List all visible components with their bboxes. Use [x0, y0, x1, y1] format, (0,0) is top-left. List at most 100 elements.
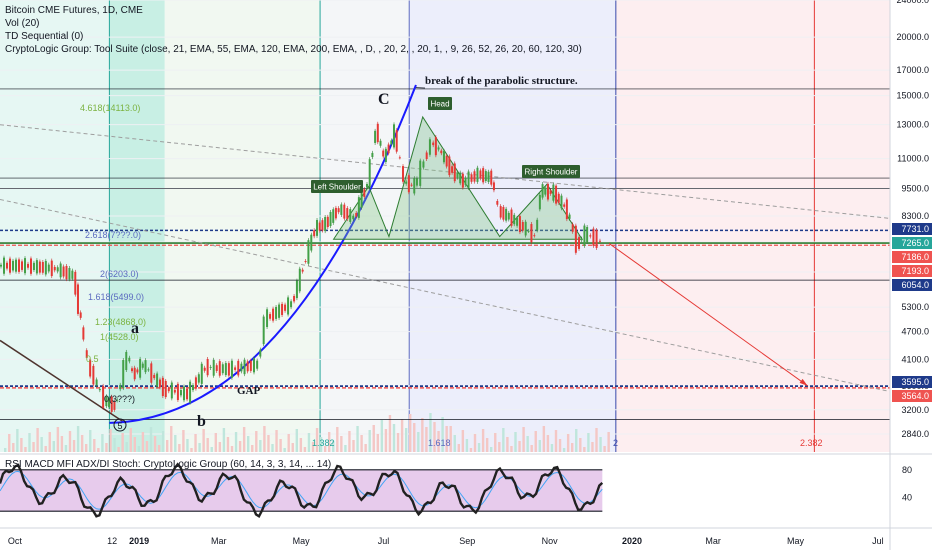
price-tick-label: 17000.0	[896, 65, 929, 75]
volume-bar	[409, 414, 412, 452]
candle-body	[293, 295, 296, 302]
volume-bar	[542, 426, 546, 452]
volume-bar	[226, 437, 230, 452]
price-tick-label: 24000.0	[896, 0, 929, 5]
volume-bar	[60, 436, 64, 452]
candle-body	[230, 360, 233, 378]
candle-body	[538, 194, 541, 210]
volume-bar	[425, 427, 428, 452]
candle-body	[194, 377, 197, 389]
fib-label: 0(3???)	[104, 394, 135, 404]
volume-bar	[591, 442, 594, 452]
time-tick-label: Sep	[459, 536, 475, 546]
indicator-tool-suite: CryptoLogic Group: Tool Suite (close, 21…	[5, 44, 582, 55]
time-band	[409, 0, 616, 452]
candle-body	[290, 301, 293, 308]
volume-bar	[562, 448, 566, 452]
left-shoulder-label: Left Shoulder	[313, 183, 361, 192]
volume-bar	[477, 443, 481, 452]
fib-label: 0.5	[86, 354, 99, 364]
volume-bar	[571, 443, 574, 452]
fib-label: 1.618(5499.0)	[88, 292, 144, 302]
candle-body	[275, 306, 278, 319]
candle-body	[41, 262, 44, 273]
price-tick-label: 5300.0	[901, 302, 929, 312]
price-tag-label: 6054.0	[901, 280, 929, 290]
candle-body	[574, 225, 577, 253]
candle-body	[390, 140, 393, 145]
price-tick-label: 13000.0	[896, 120, 929, 130]
candle-body	[92, 365, 95, 385]
candle-body	[153, 374, 156, 379]
volume-bar	[510, 446, 513, 452]
volume-bar	[145, 441, 149, 452]
candle-body	[170, 382, 173, 399]
fib-label: 2(6203.0)	[100, 269, 139, 279]
candle-body	[505, 208, 508, 221]
candle-body	[580, 238, 583, 241]
fib-label: 4.618(14113.0)	[80, 103, 140, 113]
candle-body	[68, 268, 71, 280]
candle-body	[434, 137, 437, 156]
candle-body	[119, 384, 122, 390]
candle-body	[113, 401, 116, 410]
volume-bar	[271, 444, 274, 452]
candle-body	[298, 268, 301, 292]
candle-body	[533, 235, 536, 237]
volume-bar	[279, 439, 282, 452]
candle-body	[189, 381, 192, 403]
price-tick-label: 11000.0	[897, 154, 929, 164]
candle-body	[467, 171, 470, 188]
candle-body	[586, 226, 589, 243]
volume-bar	[161, 431, 165, 452]
volume-bar	[530, 445, 533, 452]
candle-body	[355, 212, 358, 217]
candle-body	[334, 207, 337, 219]
candle-body	[507, 212, 510, 220]
volume-bar	[76, 426, 80, 452]
candle-body	[513, 214, 516, 225]
volume-bar	[230, 446, 234, 452]
candle-body	[85, 350, 88, 358]
candle-body	[544, 187, 547, 195]
right-shoulder-label: Right Shoulder	[525, 168, 578, 177]
head-label-box	[428, 97, 452, 110]
candle-body	[147, 369, 150, 371]
volume-bar	[303, 447, 307, 452]
volume-bar	[190, 448, 193, 452]
candle-body	[240, 363, 243, 372]
candle-body	[304, 261, 307, 263]
time-tick-label: 12	[107, 536, 117, 546]
candle-body	[384, 148, 387, 163]
indicator-td-sequential: TD Sequential (0)	[5, 31, 83, 42]
candle-body	[565, 199, 568, 220]
candle-body	[382, 150, 385, 157]
volume-bar	[534, 431, 537, 452]
candle-body	[371, 152, 374, 158]
candle-body	[451, 166, 454, 173]
candle-body	[256, 360, 259, 369]
candle-body	[76, 284, 79, 314]
candle-body	[496, 200, 499, 205]
price-candles	[0, 121, 601, 414]
volume-bar	[583, 447, 586, 452]
candle-body	[9, 258, 12, 273]
time-band	[164, 0, 321, 452]
downtrend-line	[0, 339, 126, 424]
volume-bar	[186, 439, 189, 452]
volume-bar	[344, 445, 347, 452]
time-tick-label: May	[787, 536, 805, 546]
candle-body	[346, 208, 349, 220]
candle-body	[0, 264, 2, 267]
chart-title: Bitcoin CME Futures, 1D, CME	[5, 5, 143, 16]
candle-body	[598, 240, 601, 242]
candle-body	[234, 367, 237, 370]
candle-body	[110, 396, 113, 412]
candle-body	[161, 377, 164, 397]
volume-bar	[336, 427, 339, 452]
candle-body	[38, 261, 41, 273]
candle-body	[156, 373, 159, 387]
volume-bar	[319, 437, 323, 452]
price-tag	[892, 251, 932, 263]
